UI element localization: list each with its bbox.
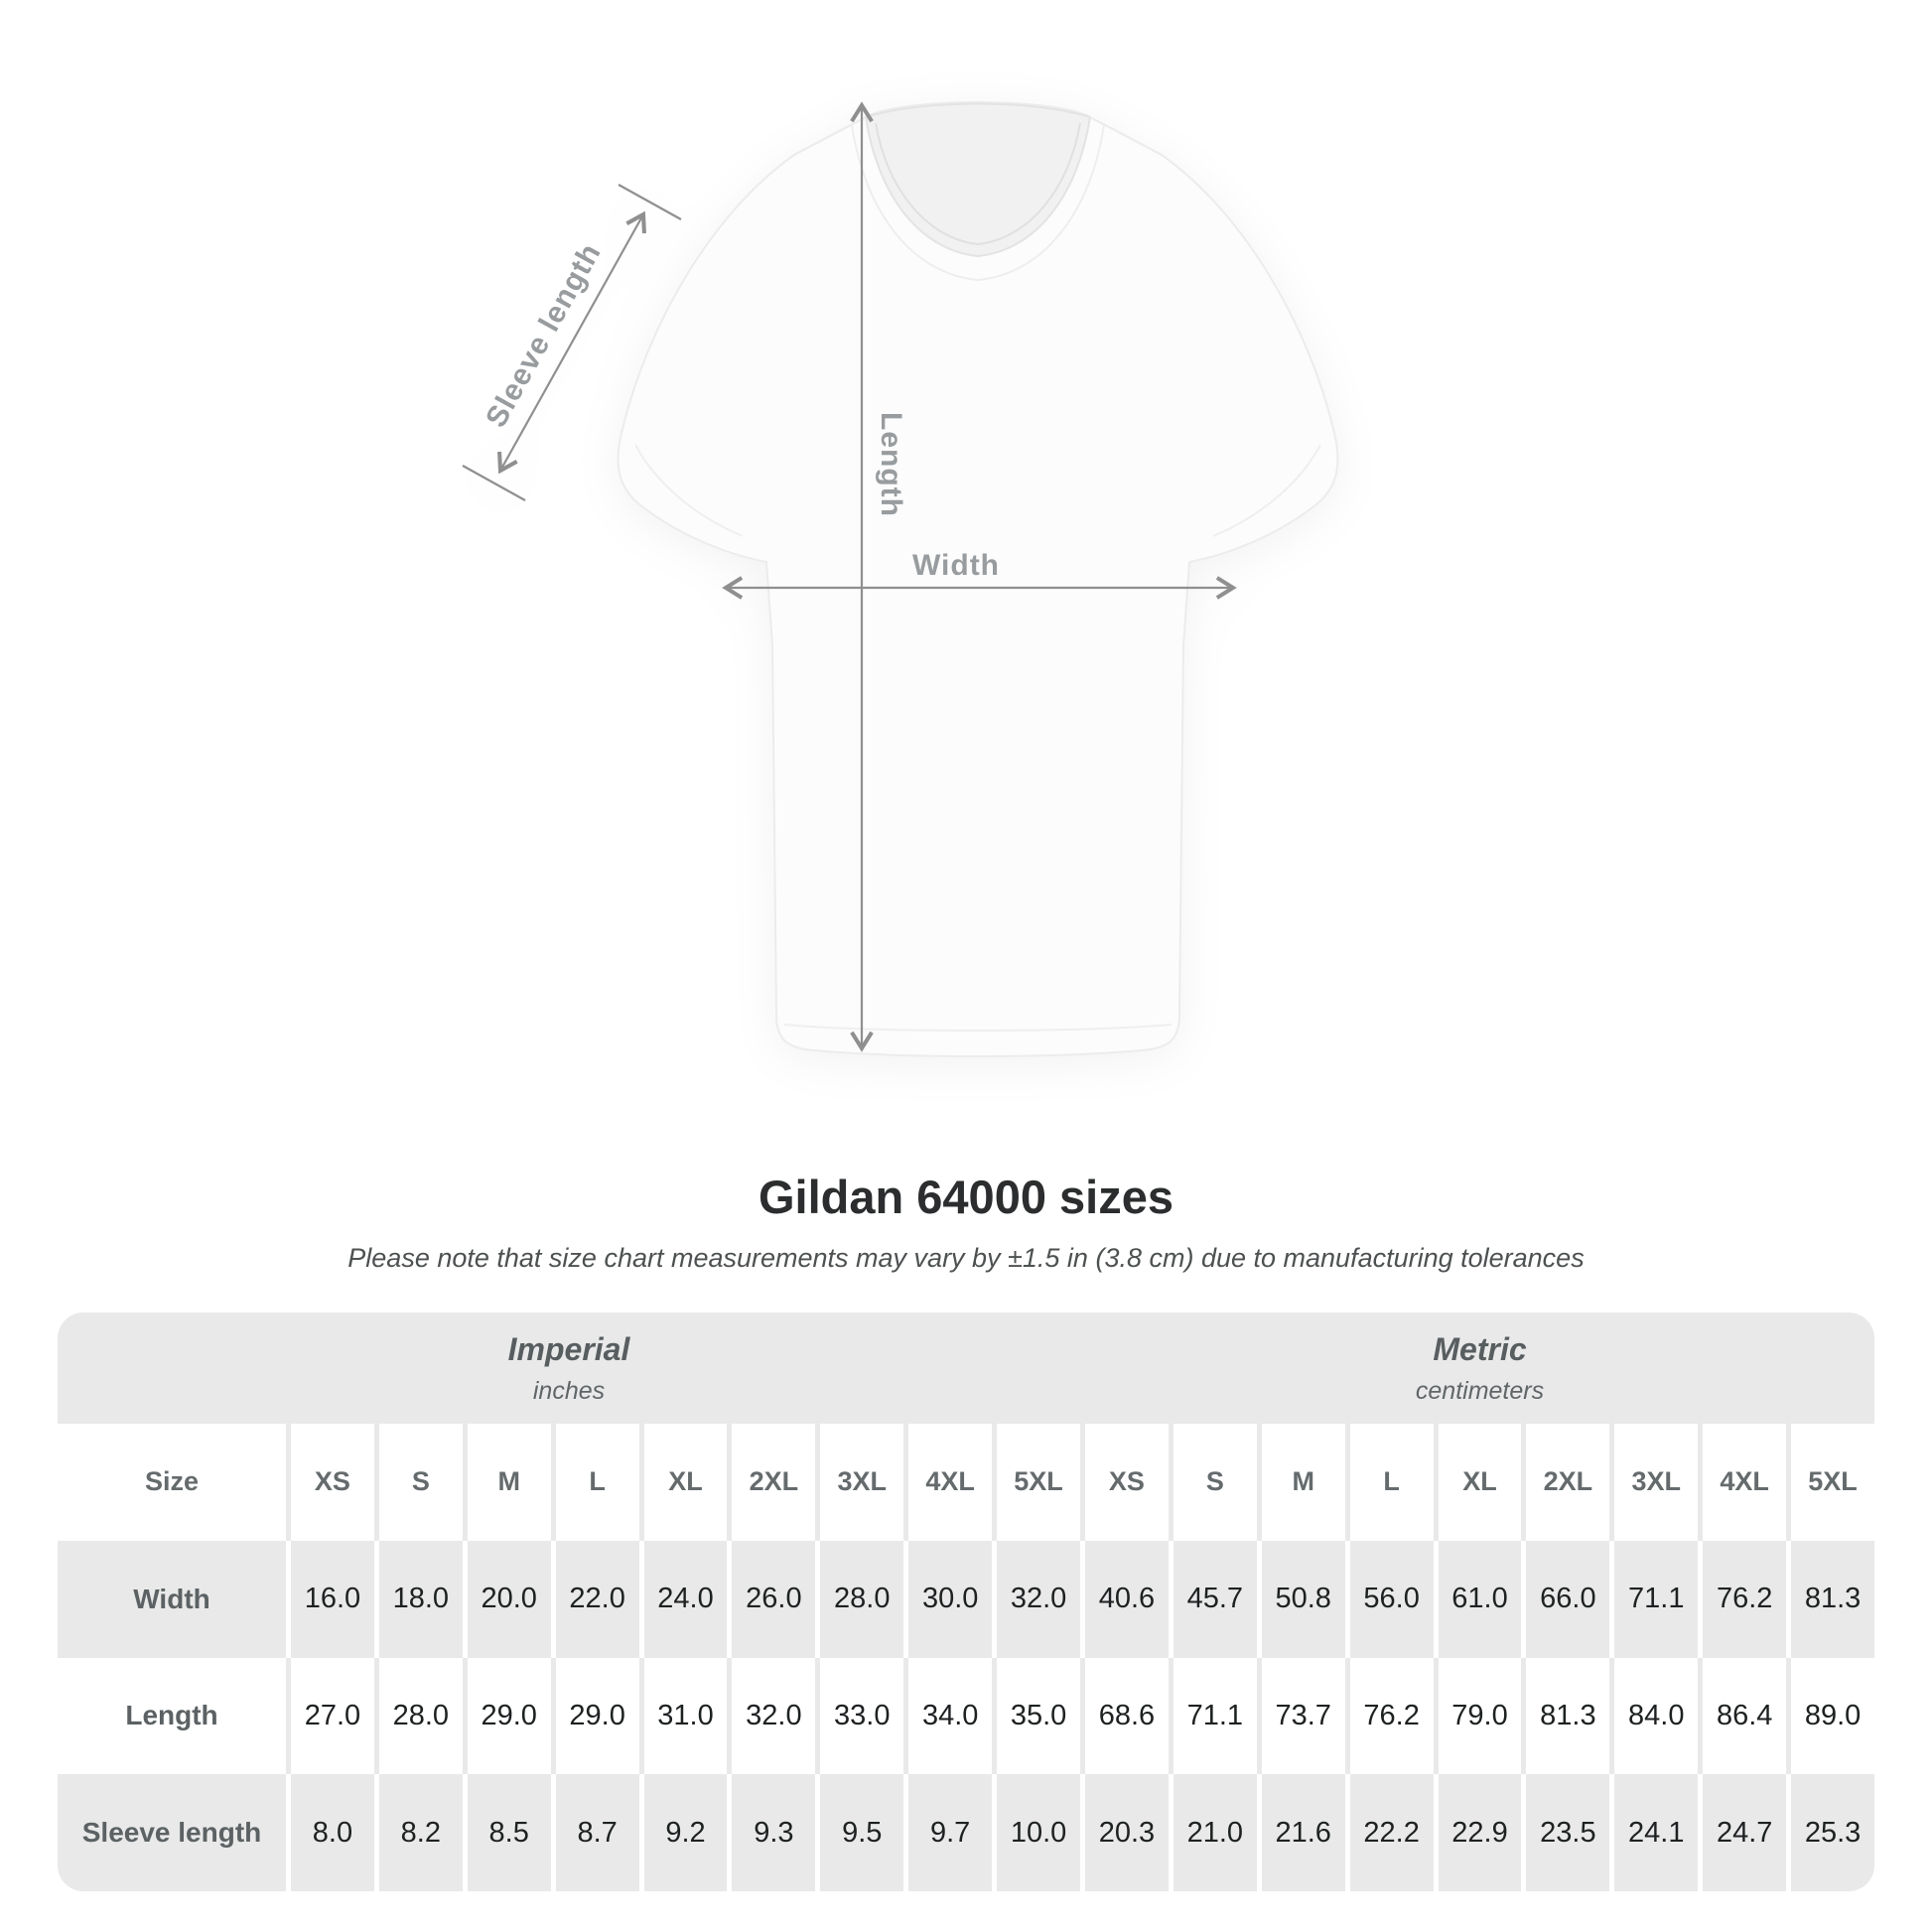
size-column-header: S — [378, 1424, 463, 1541]
table-cell: 9.3 — [732, 1774, 816, 1891]
size-column-header: 2XL — [1526, 1424, 1610, 1541]
size-column-header: S — [1173, 1424, 1257, 1541]
table-cell: 28.0 — [378, 1657, 463, 1775]
table-cell: 18.0 — [378, 1540, 463, 1658]
table-cell: 68.6 — [1084, 1657, 1169, 1775]
imperial-label: Imperial — [507, 1330, 630, 1367]
row-label: Sleeve length — [58, 1774, 286, 1891]
table-cell: 50.8 — [1261, 1540, 1345, 1658]
metric-group-header: Metric centimeters — [1085, 1312, 1874, 1424]
table-cell: 76.2 — [1349, 1657, 1434, 1775]
table-cell: 81.3 — [1526, 1657, 1610, 1775]
table-cell: 76.2 — [1703, 1540, 1787, 1658]
table-cell: 24.7 — [1703, 1774, 1787, 1891]
size-corner-header: Size — [58, 1424, 286, 1541]
table-cell: 21.6 — [1261, 1774, 1345, 1891]
table-row-sleeve-length: Sleeve length 8.0 8.2 8.5 8.7 9.2 9.3 9.… — [58, 1774, 1874, 1891]
table-cell: 24.1 — [1614, 1774, 1699, 1891]
table-cell: 28.0 — [820, 1540, 904, 1658]
table-cell: 29.0 — [555, 1657, 639, 1775]
tshirt-image — [462, 101, 1339, 1057]
unit-group-header-row: Imperial inches Metric centimeters — [58, 1312, 1874, 1424]
table-row-width: Width 16.0 18.0 20.0 22.0 24.0 26.0 28.0… — [58, 1540, 1874, 1658]
table-cell: 34.0 — [908, 1657, 993, 1775]
size-column-header: 3XL — [820, 1424, 904, 1541]
length-label: Length — [875, 412, 907, 517]
sleeve-length-arrow — [497, 210, 646, 475]
size-column-header: M — [467, 1424, 551, 1541]
table-cell: 86.4 — [1703, 1657, 1787, 1775]
table-cell: 79.0 — [1438, 1657, 1522, 1775]
imperial-units: inches — [532, 1376, 606, 1405]
size-column-header: M — [1261, 1424, 1345, 1541]
width-label: Width — [911, 549, 1001, 582]
table-cell: 9.7 — [908, 1774, 993, 1891]
table-cell: 30.0 — [908, 1540, 993, 1658]
table-cell: 21.0 — [1173, 1774, 1257, 1891]
sleeve-arrow-tick-bottom — [462, 465, 526, 501]
table-cell: 29.0 — [467, 1657, 551, 1775]
table-cell: 31.0 — [643, 1657, 728, 1775]
sleeve-arrow-tick-top — [618, 184, 682, 220]
size-column-header: L — [1349, 1424, 1434, 1541]
row-label: Width — [58, 1540, 286, 1658]
page-title: Gildan 64000 sizes — [758, 1171, 1174, 1223]
table-cell: 22.2 — [1349, 1774, 1434, 1891]
table-cell: 32.0 — [997, 1540, 1080, 1658]
size-column-header: 5XL — [997, 1424, 1080, 1541]
size-column-header: XS — [1084, 1424, 1169, 1541]
tshirt-figure: Sleeve length Length Width — [427, 69, 1459, 1082]
metric-units: centimeters — [1415, 1376, 1545, 1405]
size-column-header: L — [555, 1424, 639, 1541]
table-cell: 9.2 — [643, 1774, 728, 1891]
tolerance-note: Please note that size chart measurements… — [347, 1243, 1585, 1273]
table-cell: 71.1 — [1614, 1540, 1699, 1658]
size-column-header: 4XL — [1703, 1424, 1787, 1541]
size-column-header: XL — [643, 1424, 728, 1541]
table-cell: 25.3 — [1791, 1774, 1874, 1891]
table-cell: 23.5 — [1526, 1774, 1610, 1891]
size-column-header: XS — [291, 1424, 374, 1541]
table-cell: 71.1 — [1173, 1657, 1257, 1775]
table-cell: 8.5 — [467, 1774, 551, 1891]
metric-label: Metric — [1433, 1330, 1527, 1367]
size-column-header: XL — [1438, 1424, 1522, 1541]
table-cell: 9.5 — [820, 1774, 904, 1891]
table-cell: 66.0 — [1526, 1540, 1610, 1658]
table-row-length: Length 27.0 28.0 29.0 29.0 31.0 32.0 33.… — [58, 1657, 1874, 1775]
table-cell: 56.0 — [1349, 1540, 1434, 1658]
table-cell: 33.0 — [820, 1657, 904, 1775]
table-cell: 8.0 — [291, 1774, 374, 1891]
table-cell: 22.0 — [555, 1540, 639, 1658]
table-cell: 10.0 — [997, 1774, 1080, 1891]
size-column-header: 2XL — [732, 1424, 816, 1541]
table-cell: 61.0 — [1438, 1540, 1522, 1658]
table-cell: 32.0 — [732, 1657, 816, 1775]
size-column-header: 5XL — [1791, 1424, 1874, 1541]
table-cell: 81.3 — [1791, 1540, 1874, 1658]
measurement-arrows — [462, 101, 1237, 1052]
table-cell: 22.9 — [1438, 1774, 1522, 1891]
table-cell: 20.0 — [467, 1540, 551, 1658]
imperial-group-header: Imperial inches — [58, 1312, 1080, 1424]
table-cell: 24.0 — [643, 1540, 728, 1658]
size-header-row: Size XS S M L XL 2XL 3XL 4XL 5XL XS S M … — [58, 1424, 1874, 1541]
size-column-header: 4XL — [908, 1424, 993, 1541]
table-cell: 20.3 — [1084, 1774, 1169, 1891]
table-cell: 8.2 — [378, 1774, 463, 1891]
table-cell: 8.7 — [555, 1774, 639, 1891]
table-cell: 40.6 — [1084, 1540, 1169, 1658]
table-cell: 16.0 — [291, 1540, 374, 1658]
row-label: Length — [58, 1657, 286, 1775]
table-cell: 27.0 — [291, 1657, 374, 1775]
table-cell: 35.0 — [997, 1657, 1080, 1775]
table-cell: 26.0 — [732, 1540, 816, 1658]
table-cell: 89.0 — [1791, 1657, 1874, 1775]
size-table: Imperial inches Metric centimeters Size … — [58, 1312, 1874, 1891]
table-cell: 73.7 — [1261, 1657, 1345, 1775]
size-column-header: 3XL — [1614, 1424, 1699, 1541]
table-cell: 84.0 — [1614, 1657, 1699, 1775]
table-cell: 45.7 — [1173, 1540, 1257, 1658]
